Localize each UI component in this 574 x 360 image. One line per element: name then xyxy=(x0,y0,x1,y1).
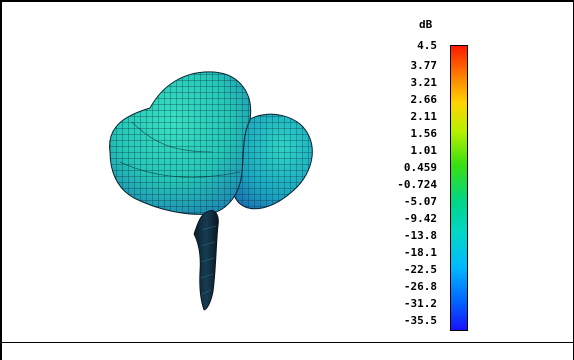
legend-tick: 1.56 xyxy=(410,127,438,140)
radiation-pattern-3d[interactable] xyxy=(2,2,574,340)
legend-tick: 4.5 xyxy=(417,39,437,52)
bottom-divider xyxy=(2,342,573,343)
legend-tick: 3.77 xyxy=(410,59,438,72)
legend-tick: -5.07 xyxy=(403,195,437,208)
colorbar xyxy=(450,45,468,331)
legend-tick: -26.8 xyxy=(403,280,437,293)
legend-tick: -22.5 xyxy=(403,263,437,276)
legend-tick: -9.42 xyxy=(403,212,437,225)
legend-tick: -35.5 xyxy=(403,314,437,327)
legend-tick: -18.1 xyxy=(403,246,437,259)
legend-tick: -13.8 xyxy=(403,229,437,242)
legend-tick: 2.66 xyxy=(410,93,438,106)
legend-tick: 0.459 xyxy=(403,161,437,174)
legend-tick: 1.01 xyxy=(410,144,438,157)
legend-tick: -31.2 xyxy=(403,297,437,310)
legend-tick: 3.21 xyxy=(410,76,438,89)
legend-tick: -0.724 xyxy=(397,178,437,191)
legend-unit: dB xyxy=(419,18,433,31)
back-lobe xyxy=(193,209,219,311)
main-lobe xyxy=(109,71,252,215)
legend-tick: 2.11 xyxy=(410,110,438,123)
right-lobe xyxy=(226,113,313,210)
